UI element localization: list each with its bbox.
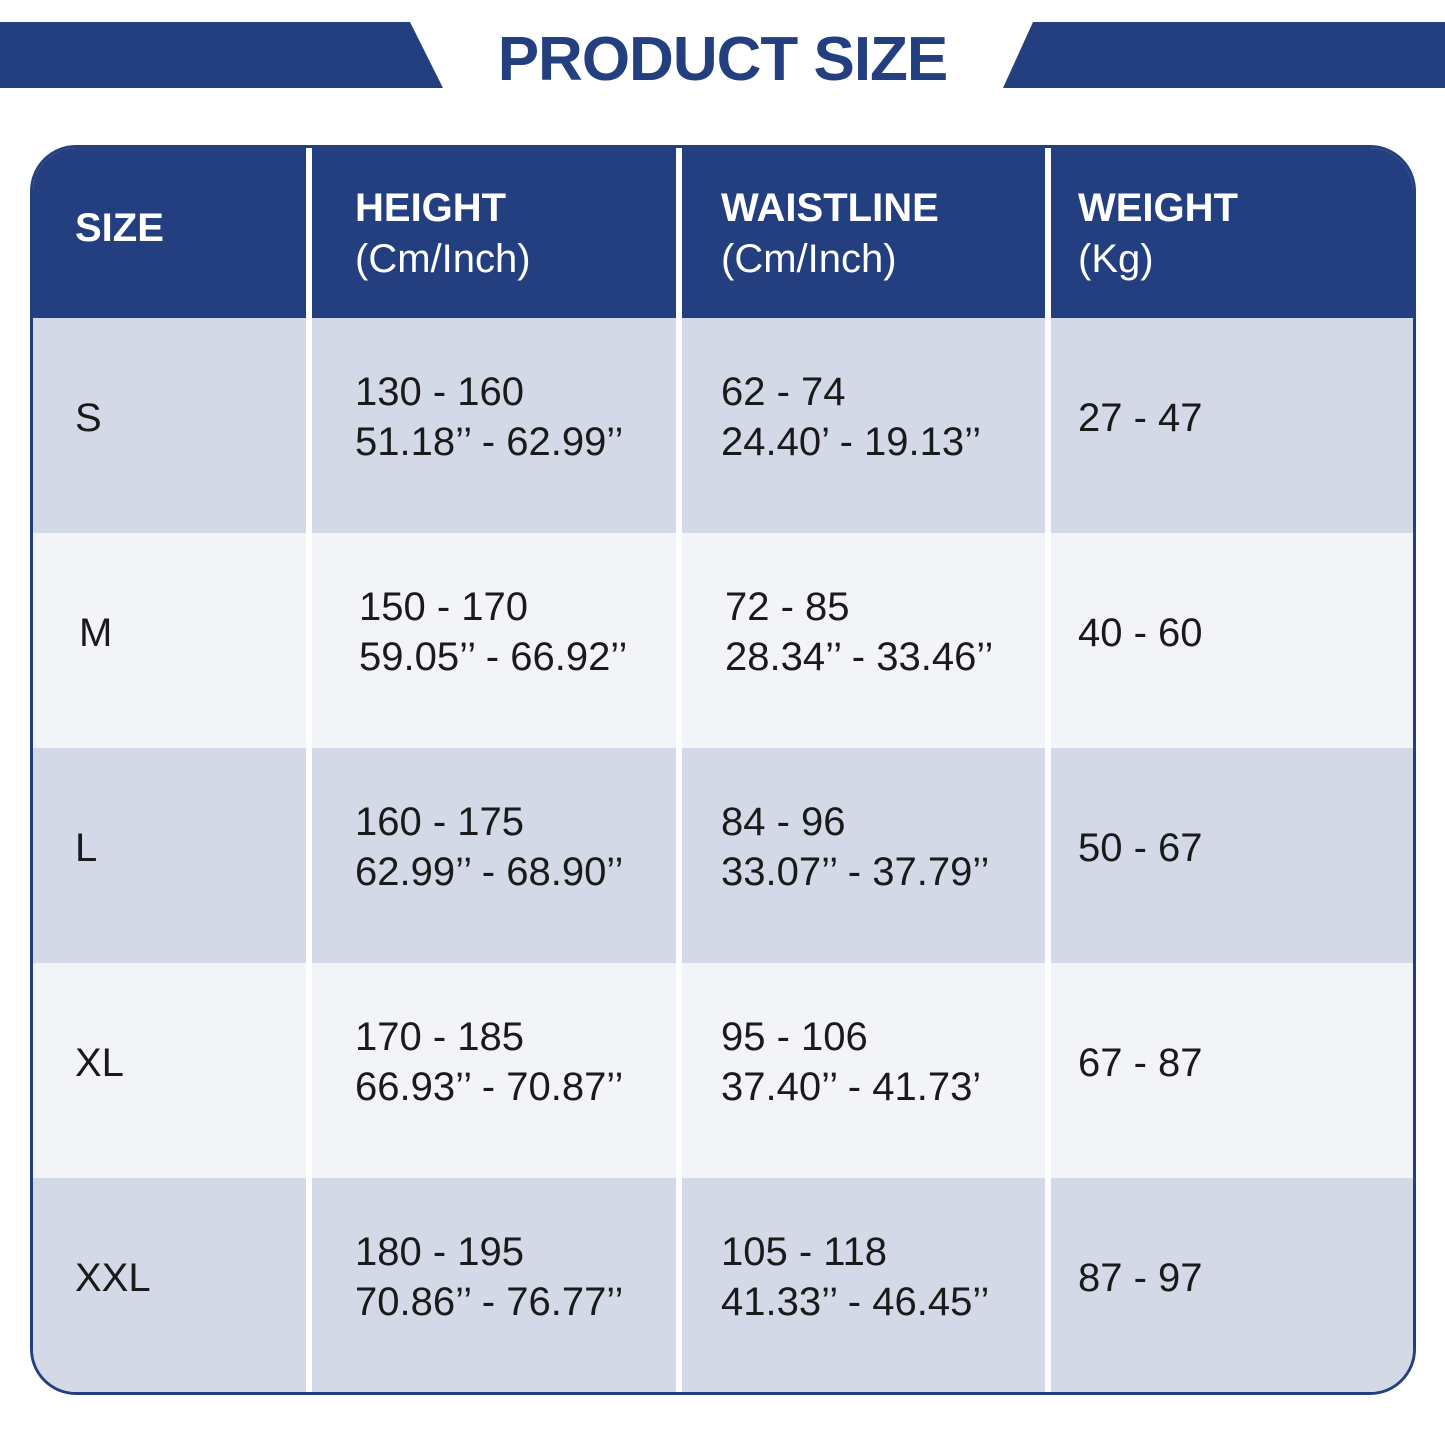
cell-range-cm: 170 - 185	[355, 1015, 525, 1059]
table-cell: 180 - 195 70.86’’ - 76.77’’	[312, 1178, 676, 1392]
size-label: S	[75, 396, 102, 440]
title: PRODUCT SIZE	[497, 25, 949, 94]
cell-range-cm: 180 - 195	[355, 1230, 525, 1274]
table-cell: 87 - 97	[1051, 1178, 1413, 1392]
header-unit: (Cm/Inch)	[355, 237, 531, 281]
cell-range-inch: 37.40’’ - 41.73’	[721, 1065, 982, 1109]
cell-range-inch: 51.18’’ - 62.99’’	[355, 420, 624, 464]
cell-range-cm: 150 - 170	[359, 585, 529, 629]
cell-range-cm: 95 - 106	[721, 1015, 868, 1059]
table-cell: 150 - 170 59.05’’ - 66.92’’	[312, 533, 676, 748]
table-cell: 95 - 106 37.40’’ - 41.73’	[682, 963, 1045, 1178]
cell-range-cm: 62 - 74	[721, 370, 846, 414]
table-cell: 62 - 74 24.40’ - 19.13’’	[682, 318, 1045, 533]
table-cell: 84 - 96 33.07’’ - 37.79’’	[682, 748, 1045, 963]
banner-right	[1003, 22, 1445, 88]
banner	[0, 22, 1445, 88]
size-label: L	[75, 826, 98, 870]
banner-left	[0, 22, 443, 88]
size-table: SIZE HEIGHT (Cm/Inch) WAISTLINE (Cm/Inch) WEI…	[30, 145, 1416, 1395]
weight-range: 87 - 97	[1078, 1256, 1203, 1300]
table-cell: S	[33, 318, 306, 533]
table-cell: 105 - 118 41.33’’ - 46.45’’	[682, 1178, 1045, 1392]
table-cell: 160 - 175 62.99’’ - 68.90’’	[312, 748, 676, 963]
header-unit: (Kg)	[1078, 237, 1154, 281]
cell-range-cm: 160 - 175	[355, 800, 525, 844]
header-title: WAISTLINE	[721, 186, 939, 230]
cell-range-cm: 84 - 96	[721, 800, 846, 844]
cell-range-cm: 130 - 160	[355, 370, 525, 414]
size-label: XL	[75, 1041, 124, 1085]
cell-range-inch: 24.40’ - 19.13’’	[721, 420, 982, 464]
header-title: WEIGHT	[1078, 186, 1238, 230]
table-cell: 130 - 160 51.18’’ - 62.99’’	[312, 318, 676, 533]
header-title: SIZE	[75, 206, 164, 250]
table-cell: XL	[33, 963, 306, 1178]
cell-range-inch: 66.93’’ - 70.87’’	[355, 1065, 624, 1109]
cell-range-inch: 70.86’’ - 76.77’’	[355, 1280, 624, 1324]
header-cell: SIZE	[33, 148, 306, 318]
cell-range-inch: 62.99’’ - 68.90’’	[355, 850, 624, 894]
weight-range: 27 - 47	[1078, 396, 1203, 440]
table-cell: 40 - 60	[1051, 533, 1413, 748]
table-cell: 170 - 185 66.93’’ - 70.87’’	[312, 963, 676, 1178]
weight-range: 50 - 67	[1078, 826, 1203, 870]
header-cell: WAISTLINE (Cm/Inch)	[682, 148, 1045, 318]
table-cell: M	[33, 533, 306, 748]
table-cell: XXL	[33, 1178, 306, 1392]
table-cell: 50 - 67	[1051, 748, 1413, 963]
header-cell: HEIGHT (Cm/Inch)	[312, 148, 676, 318]
table-cell: L	[33, 748, 306, 963]
cell-range-cm: 105 - 118	[721, 1230, 888, 1274]
header-cell: WEIGHT (Kg)	[1051, 148, 1413, 318]
header-unit: (Cm/Inch)	[721, 237, 897, 281]
cell-range-inch: 59.05’’ - 66.92’’	[359, 635, 628, 679]
size-label: XXL	[75, 1256, 151, 1300]
weight-range: 67 - 87	[1078, 1041, 1203, 1085]
cell-range-cm: 72 - 85	[725, 585, 850, 629]
table-cell: 67 - 87	[1051, 963, 1413, 1178]
cell-range-inch: 28.34’’ - 33.46’’	[725, 635, 994, 679]
cell-range-inch: 33.07’’ - 37.79’’	[721, 850, 990, 894]
weight-range: 40 - 60	[1078, 611, 1203, 655]
table-cell: 27 - 47	[1051, 318, 1413, 533]
table-cell: 72 - 85 28.34’’ - 33.46’’	[682, 533, 1045, 748]
cell-range-inch: 41.33’’ - 46.45’’	[721, 1280, 990, 1324]
size-label: M	[79, 611, 113, 655]
header-title: HEIGHT	[355, 186, 507, 230]
